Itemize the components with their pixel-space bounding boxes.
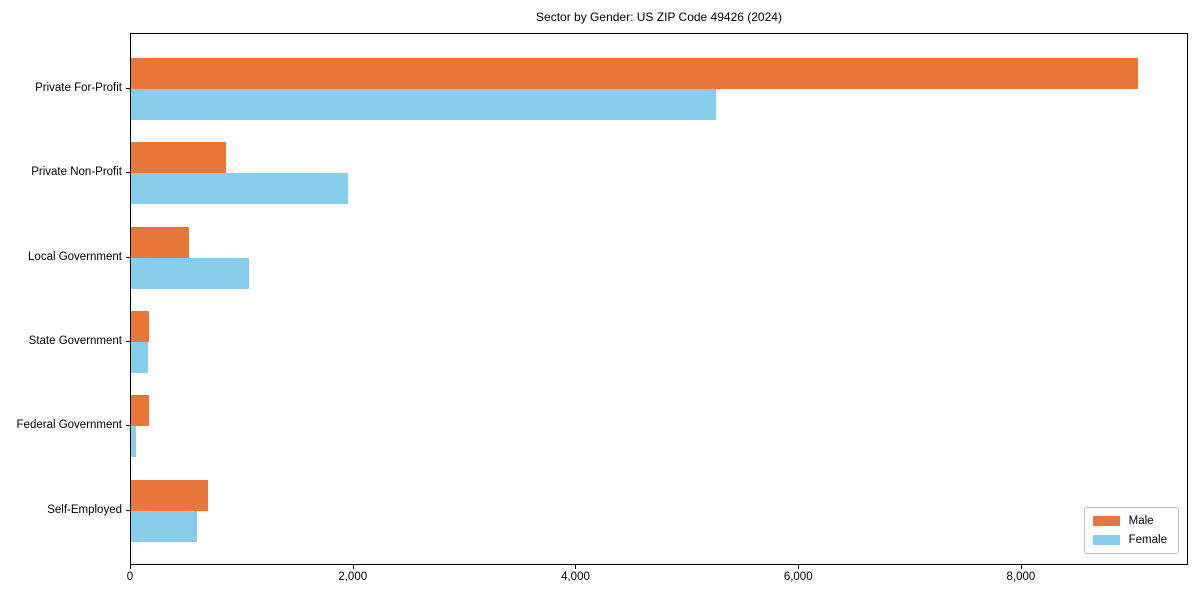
bar-female-0	[131, 89, 716, 120]
x-tick-mark-1	[352, 565, 354, 569]
bar-male-1	[131, 142, 226, 174]
x-tick-label-0: 0	[126, 571, 134, 583]
x-tick-mark-2	[575, 565, 577, 569]
bar-female-2	[131, 257, 249, 289]
legend-label-male: Male	[1128, 515, 1154, 527]
y-tick-mark-4	[126, 425, 130, 427]
x-tick-mark-4	[1020, 565, 1022, 569]
y-tick-mark-1	[126, 172, 130, 174]
y-tick-mark-2	[126, 256, 130, 258]
legend-label-female: Female	[1128, 534, 1167, 546]
chart-title: Sector by Gender: US ZIP Code 49426 (202…	[536, 10, 782, 24]
x-tick-label-2: 4,000	[561, 571, 590, 583]
bar-female-3	[131, 341, 148, 373]
bar-female-1	[131, 173, 348, 205]
bar-male-0	[131, 58, 1138, 89]
y-tick-label-5: Self-Employed	[47, 503, 122, 516]
y-tick-label-2: Local Government	[28, 250, 122, 263]
x-tick-mark-0	[130, 565, 131, 569]
x-tick-label-3: 6,000	[783, 571, 813, 583]
x-tick-label-1: 2,000	[338, 571, 368, 583]
x-tick-label-4: 8,000	[1006, 571, 1036, 583]
bar-male-4	[131, 395, 149, 427]
y-tick-label-4: Federal Government	[16, 419, 122, 432]
bar-male-3	[131, 310, 149, 342]
y-tick-label-0: Private For-Profit	[35, 82, 122, 94]
y-tick-label-3: State Government	[28, 334, 122, 347]
male-legend-swatch	[1092, 516, 1120, 526]
legend-item-female: Female	[1092, 534, 1167, 546]
y-tick-mark-5	[126, 509, 130, 511]
legend-item-male: Male	[1092, 515, 1167, 527]
x-tick-mark-3	[798, 565, 800, 569]
legend: Male Female	[1083, 507, 1179, 554]
plot-area: Male Female	[130, 33, 1188, 565]
bar-male-5	[131, 479, 208, 511]
female-legend-swatch	[1092, 535, 1120, 545]
y-tick-label-1: Private Non-Profit	[31, 166, 122, 179]
bar-male-2	[131, 226, 189, 258]
bar-female-4	[131, 426, 136, 458]
y-tick-mark-3	[126, 340, 130, 342]
y-tick-mark-0	[126, 88, 130, 89]
bar-female-5	[131, 510, 197, 542]
